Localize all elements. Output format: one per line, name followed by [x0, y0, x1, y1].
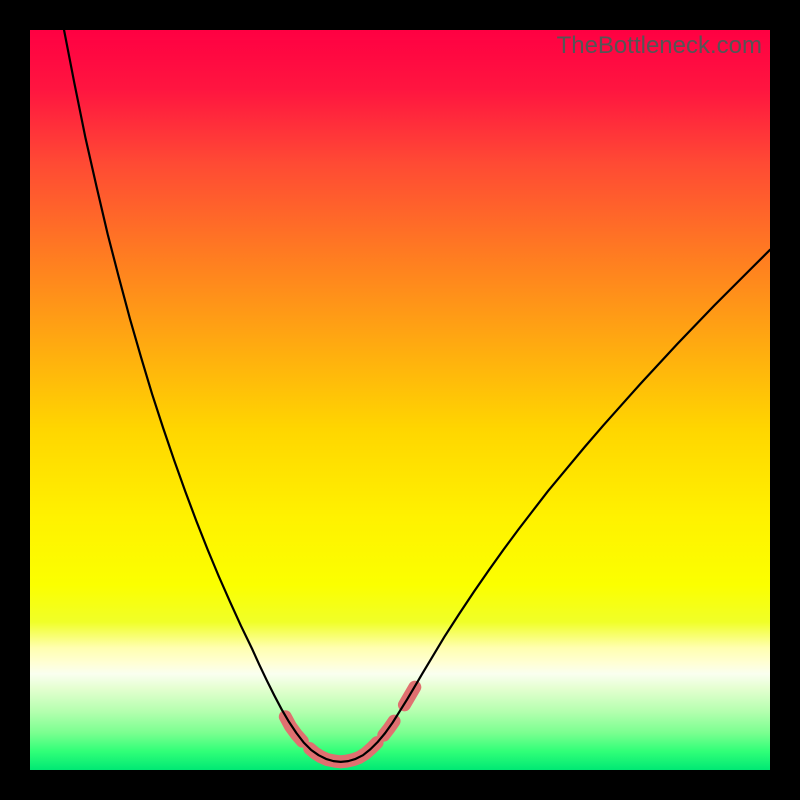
- gradient-background: [30, 30, 770, 770]
- chart-svg: [30, 30, 770, 770]
- watermark-text: TheBottleneck.com: [557, 32, 762, 60]
- plot-area: TheBottleneck.com: [30, 30, 770, 770]
